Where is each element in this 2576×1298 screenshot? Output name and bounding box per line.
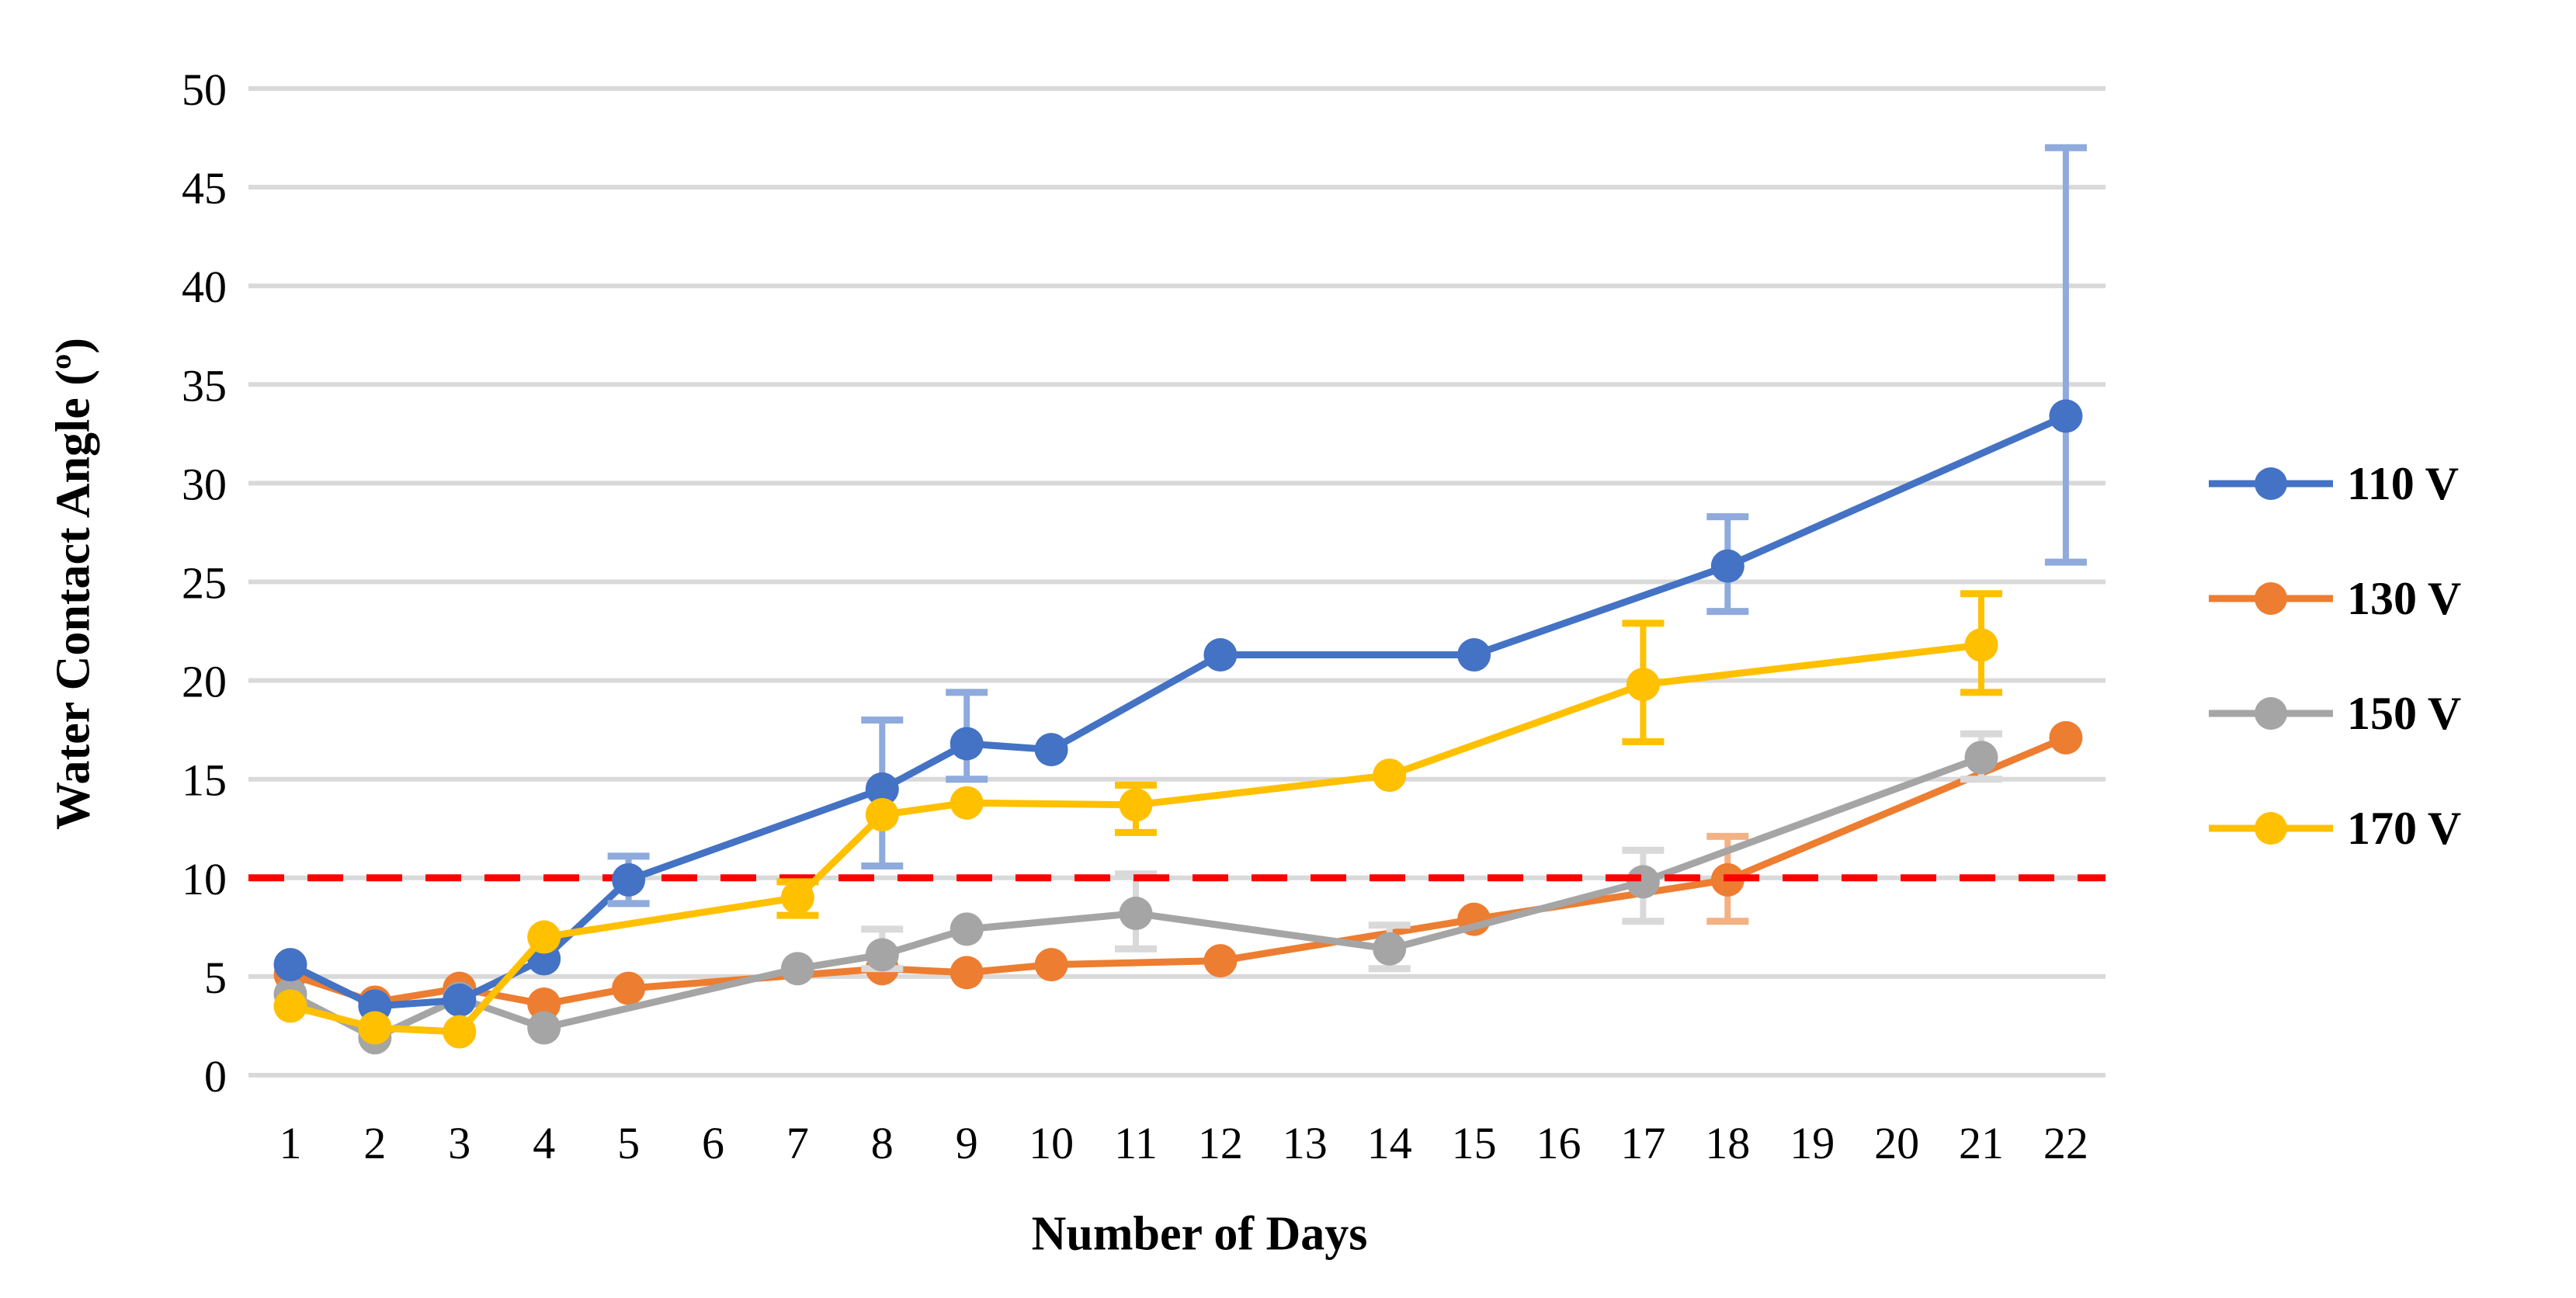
y-tick-label: 35 bbox=[182, 360, 227, 411]
data-point bbox=[780, 952, 814, 986]
data-point bbox=[1119, 897, 1153, 931]
legend: 110 V 130 V 150 V 170 V bbox=[2209, 446, 2461, 866]
data-point bbox=[358, 1011, 392, 1045]
data-point bbox=[950, 912, 984, 946]
x-tick-label: 12 bbox=[1198, 1118, 1243, 1168]
legend-label-130v: 130 V bbox=[2347, 572, 2462, 624]
legend-label-170v: 170 V bbox=[2347, 802, 2462, 854]
data-point bbox=[865, 938, 899, 972]
x-tick-label: 11 bbox=[1114, 1118, 1158, 1168]
data-point bbox=[1203, 944, 1238, 978]
x-tick-label: 16 bbox=[1536, 1118, 1581, 1168]
data-point bbox=[527, 920, 561, 954]
y-tick-label: 15 bbox=[182, 755, 227, 806]
x-tick-label: 14 bbox=[1367, 1118, 1412, 1168]
data-point bbox=[443, 1015, 477, 1049]
x-tick-label: 15 bbox=[1452, 1118, 1497, 1168]
series-150-v bbox=[273, 730, 2002, 1055]
y-tick-label: 10 bbox=[182, 854, 227, 904]
data-point bbox=[612, 862, 646, 897]
x-tick-label: 10 bbox=[1029, 1118, 1074, 1168]
data-point bbox=[950, 956, 984, 990]
data-point bbox=[865, 797, 899, 831]
data-point bbox=[527, 987, 561, 1021]
data-point bbox=[1457, 638, 1491, 672]
legend-entry-130v: 130 V bbox=[2209, 561, 2461, 636]
gridlines bbox=[248, 86, 2106, 1078]
data-point bbox=[1710, 549, 1745, 583]
legend-marker-110v-icon bbox=[2209, 467, 2333, 500]
legend-entry-150v: 150 V bbox=[2209, 676, 2461, 751]
y-tick-label: 45 bbox=[182, 163, 227, 213]
data-point bbox=[1626, 865, 1660, 899]
y-tick-label: 40 bbox=[182, 262, 227, 312]
y-axis-title: Water Contact Angle (º) bbox=[47, 337, 100, 831]
legend-marker-130v-icon bbox=[2209, 582, 2333, 615]
legend-marker-150v-icon bbox=[2209, 697, 2333, 730]
x-tick-label: 4 bbox=[533, 1118, 555, 1168]
data-point bbox=[780, 880, 814, 914]
x-tick-label: 5 bbox=[617, 1118, 640, 1168]
y-tick-label: 50 bbox=[182, 64, 227, 115]
data-point bbox=[950, 727, 984, 761]
data-point bbox=[1373, 932, 1407, 966]
legend-entry-170v: 170 V bbox=[2209, 791, 2461, 866]
x-tick-label: 19 bbox=[1790, 1118, 1835, 1168]
x-tick-label: 13 bbox=[1283, 1118, 1328, 1168]
data-point bbox=[1626, 668, 1660, 702]
x-tick-label: 3 bbox=[448, 1118, 470, 1168]
data-point bbox=[865, 772, 899, 806]
data-point bbox=[1203, 638, 1238, 672]
legend-marker-170v-icon bbox=[2209, 812, 2333, 845]
legend-label-150v: 150 V bbox=[2347, 687, 2462, 739]
y-tick-label: 20 bbox=[182, 657, 227, 707]
data-point bbox=[2049, 720, 2083, 755]
x-tick-label: 2 bbox=[363, 1118, 386, 1168]
x-tick-label: 17 bbox=[1620, 1118, 1665, 1168]
data-point bbox=[273, 989, 307, 1023]
series-110-v bbox=[273, 144, 2087, 1023]
y-tick-label: 25 bbox=[182, 558, 227, 609]
data-point bbox=[612, 971, 646, 1005]
legend-entry-110v: 110 V bbox=[2209, 446, 2461, 521]
data-point bbox=[2049, 399, 2083, 433]
y-tick-label: 5 bbox=[204, 953, 227, 1003]
data-point bbox=[273, 948, 307, 982]
y-tick-label: 0 bbox=[204, 1051, 227, 1102]
x-tick-label: 20 bbox=[1874, 1118, 1919, 1168]
legend-label-110v: 110 V bbox=[2347, 457, 2459, 509]
data-point bbox=[1373, 758, 1407, 793]
x-tick-label: 22 bbox=[2043, 1118, 2088, 1168]
x-tick-label: 18 bbox=[1705, 1118, 1750, 1168]
data-point bbox=[527, 1011, 561, 1045]
x-axis-tick-labels: 1 2 3 4 5 6 7 8 9 10 11 12 13 14 15 16 17 18 19 20 21 22 bbox=[279, 1118, 2088, 1168]
data-point bbox=[1964, 741, 1998, 775]
data-point bbox=[1119, 788, 1153, 822]
data-point bbox=[1034, 948, 1068, 982]
x-tick-label: 7 bbox=[786, 1118, 809, 1168]
y-tick-label: 30 bbox=[182, 459, 227, 509]
data-point bbox=[950, 786, 984, 820]
data-point bbox=[1034, 733, 1068, 767]
x-tick-label: 6 bbox=[702, 1118, 724, 1168]
x-axis-title: Number of Days bbox=[1031, 1207, 1368, 1261]
x-tick-label: 9 bbox=[956, 1118, 978, 1168]
data-point bbox=[443, 983, 477, 1017]
data-point bbox=[1964, 628, 1998, 662]
series-170-v bbox=[273, 590, 2002, 1049]
y-axis-tick-labels: 0 5 10 15 20 25 30 35 40 45 50 bbox=[182, 64, 227, 1102]
x-tick-label: 21 bbox=[1959, 1118, 2004, 1168]
x-tick-label: 1 bbox=[279, 1118, 302, 1168]
x-tick-label: 8 bbox=[871, 1118, 894, 1168]
